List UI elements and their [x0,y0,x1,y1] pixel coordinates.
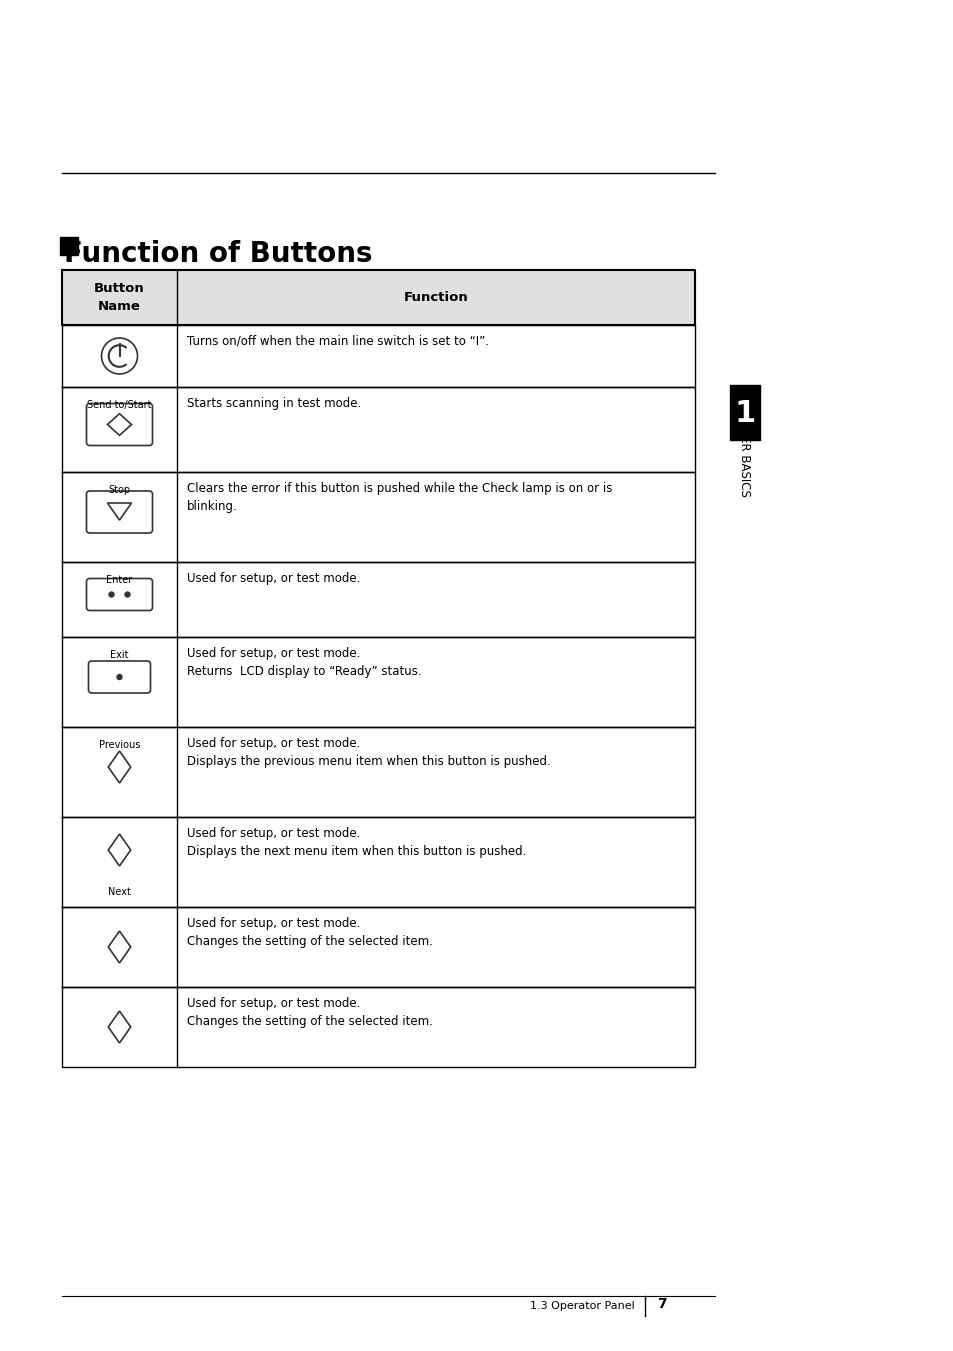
Bar [729,385,760,440]
Text: 1.3 Operator Panel: 1.3 Operator Panel [530,1301,635,1310]
Text: Used for setup, or test mode.: Used for setup, or test mode. [187,571,360,585]
Text: Used for setup, or test mode.
Returns  LCD display to “Ready” status.: Used for setup, or test mode. Returns LC… [187,647,421,678]
Circle shape [125,592,130,597]
Text: 1: 1 [734,399,755,427]
Text: Stop: Stop [109,485,131,494]
Bar [60,236,78,255]
Text: SCANNER BASICS: SCANNER BASICS [738,393,751,496]
Text: Next: Next [108,888,131,897]
Text: Used for setup, or test mode.
Displays the next menu item when this button is pu: Used for setup, or test mode. Displays t… [187,827,526,858]
Circle shape [117,674,122,680]
Text: Used for setup, or test mode.
Changes the setting of the selected item.: Used for setup, or test mode. Changes th… [187,997,433,1028]
Text: Enter: Enter [107,576,132,585]
Text: Turns on/off when the main line switch is set to “I”.: Turns on/off when the main line switch i… [187,335,489,349]
Text: Exit: Exit [111,650,129,661]
Text: Send to/Start: Send to/Start [87,400,152,409]
Text: Used for setup, or test mode.
Changes the setting of the selected item.: Used for setup, or test mode. Changes th… [187,917,433,948]
Text: 7: 7 [657,1297,666,1310]
Text: Function: Function [403,290,468,304]
Circle shape [109,592,113,597]
Text: Previous: Previous [99,740,140,750]
Text: Clears the error if this button is pushed while the Check lamp is on or is
blink: Clears the error if this button is pushe… [187,482,612,513]
Bar [62,270,695,326]
Text: Used for setup, or test mode.
Displays the previous menu item when this button i: Used for setup, or test mode. Displays t… [187,738,550,767]
Text: Starts scanning in test mode.: Starts scanning in test mode. [187,397,361,409]
Text: Function of Buttons: Function of Buttons [64,240,372,267]
Text: Button
Name: Button Name [94,282,145,312]
